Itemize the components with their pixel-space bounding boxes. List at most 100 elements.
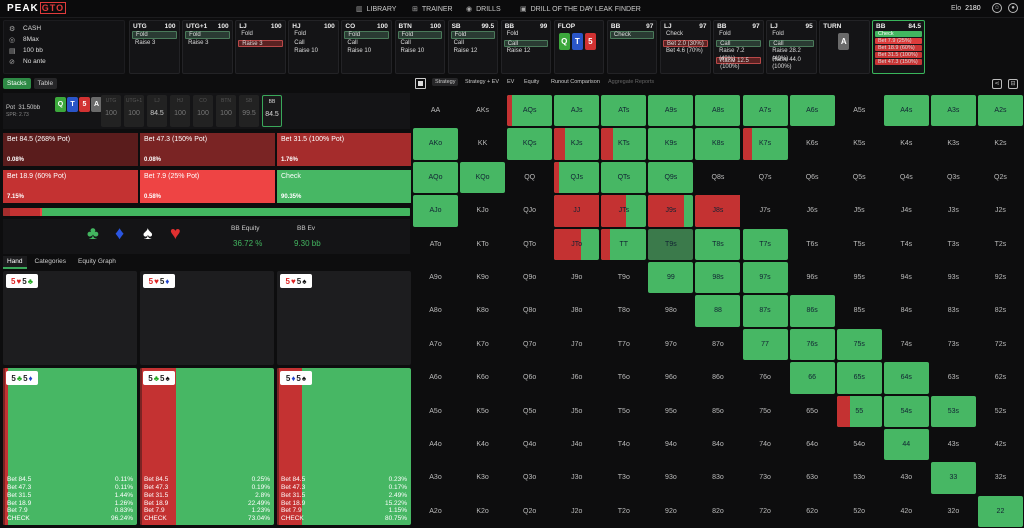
seat-action[interactable]: Check [609,31,655,39]
hand-cell-64o[interactable]: 64o [806,441,818,448]
seat-action[interactable]: Fold [397,31,442,39]
seat-btn[interactable]: BTN 100 Fold Call Raise 10 [394,20,445,74]
stack-utg[interactable]: UTG 100 [101,95,121,127]
stack-utg+1[interactable]: UTG+1 100 [124,95,144,127]
hand-cell-T3o[interactable]: T3o [617,474,630,482]
hand-cell-AJs[interactable]: AJs [553,94,600,127]
hand-cell-T3s[interactable]: T3s [947,240,960,248]
seat-lj[interactable]: LJ 100 Fold Raise 3 [235,20,286,74]
spade-filter-icon[interactable]: ♠ [143,223,153,243]
hand-cell-KQo[interactable]: KQo [459,161,506,194]
hand-cell-77[interactable]: 77 [742,328,789,361]
hand-cell-72s[interactable]: 72s [994,340,1007,348]
hand-cell-T2s[interactable]: T2s [994,240,1007,248]
hand-cell-T6s[interactable]: T6s [806,240,818,248]
hand-cell-T6o[interactable]: T6o [617,374,630,382]
nav-item-trainer[interactable]: ⊞ TRAINER [412,5,453,14]
hand-combo-cell[interactable]: 5 ♦ 5 ♠ Bet 84.5 0.23% Bet 47.3 0.17% Bet 31.5 2.… [277,368,411,525]
action-bet-7.9[interactable]: Bet 7.9 (25% Pot) 0.58% [140,170,275,203]
hand-cell-87s[interactable]: 87s [742,294,789,327]
hand-cell-Q9o[interactable]: Q9o [523,274,537,281]
hand-cell-75s[interactable]: 75s [836,328,883,361]
hand-cell-J6o[interactable]: J6o [571,374,583,382]
hand-cell-A5o[interactable]: A5o [429,407,442,415]
hand-cell-94o[interactable]: 94o [665,441,677,448]
hand-cell-AKs[interactable]: AKs [476,107,489,114]
seat-action[interactable]: Bet 7.9 (25%) [875,37,922,44]
hand-cell-J8s[interactable]: J8s [694,194,741,227]
hand-cell-63s[interactable]: 63s [947,374,960,382]
seat-action[interactable]: Fold [506,31,519,37]
hand-cell-Q7o[interactable]: Q7o [523,340,537,348]
hand-cell-83s[interactable]: 83s [947,307,960,315]
hand-cell-Q5s[interactable]: Q5s [852,173,866,181]
hand-cell-33[interactable]: 33 [930,461,977,494]
seat-sb[interactable]: SB 99.5 Fold Call Raise 12 [447,20,499,74]
seat-utg[interactable]: UTG 100 Fold Raise 3 [129,20,180,74]
hand-cell-55[interactable]: 55 [836,395,883,428]
hand-cell-K6s[interactable]: K6s [806,140,819,148]
hand-cell-92s[interactable]: 92s [994,274,1007,281]
hand-cell-82o[interactable]: 82o [712,507,724,515]
action-bet-18.9[interactable]: Bet 18.9 (60% Pot) 7.15% [3,170,138,203]
seat-action[interactable]: Check [666,31,684,37]
hand-cell-JTo[interactable]: JTo [553,228,600,261]
hand-cell-AQo[interactable]: AQo [412,161,459,194]
hand-cell-62s[interactable]: 62s [994,374,1007,382]
seat-turn[interactable]: TURN A [819,20,870,74]
hand-cell-KJs[interactable]: KJs [553,127,600,160]
heart-filter-icon[interactable]: ♥ [170,223,181,243]
hand-cell-A9o[interactable]: A9o [429,274,442,281]
seat-action[interactable]: Raise 44.0 (100%) [772,56,801,71]
seat-action[interactable]: Fold [719,31,731,37]
seat-lj[interactable]: LJ 97 Check Bet 2.0 (30%) Bet 4.6 (70%) [660,20,711,74]
hand-cell-52o[interactable]: 52o [853,507,866,515]
tab-strategy[interactable]: Strategy [432,78,459,86]
hand-cell-Q8s[interactable]: Q8s [711,173,725,181]
action-bet-47.3[interactable]: Bet 47.3 (150% Pot) 0.08% [140,133,275,166]
hand-cell-J2s[interactable]: J2s [995,207,1006,215]
tab-equity-graph[interactable]: Equity Graph [77,258,116,265]
tab-runout-comparison[interactable]: Runout Comparison [551,79,600,85]
hand-cell-T5o[interactable]: T5o [617,407,630,415]
hand-cell-99[interactable]: 99 [647,261,694,294]
hand-cell-A7s[interactable]: A7s [742,94,789,127]
hand-combo-cell[interactable]: 5 ♣ 5 ♠ Bet 84.5 0.25% Bet 47.3 0.19% Bet 31.5 2.… [140,368,274,525]
hand-cell-J5o[interactable]: J5o [571,407,583,415]
tab-equity[interactable]: Equity [524,79,540,85]
hand-cell-KQs[interactable]: KQs [506,127,553,160]
hand-cell-A8o[interactable]: A8o [429,307,442,315]
seat-action[interactable]: Bet 31.5 (100%) [875,51,922,58]
hand-cell-Q8o[interactable]: Q8o [523,307,537,315]
tab-ev[interactable]: EV [507,79,515,85]
hand-cell-KTo[interactable]: KTo [476,240,489,248]
hand-cell-84o[interactable]: 84o [712,441,724,448]
tab-aggregate-reports[interactable]: Aggregate Reports [608,79,655,85]
hand-cell-97o[interactable]: 97o [665,340,677,348]
seat-lj[interactable]: LJ 95 Fold Call Raise 28.2 (49%) Raise 44.0 (… [766,20,817,74]
hand-cell-K3s[interactable]: K3s [947,140,960,148]
hand-cell-KK[interactable]: KK [477,140,488,148]
hand-cell-44[interactable]: 44 [883,428,930,461]
seat-action[interactable]: Raise 12 [453,48,478,54]
hand-cell-J3o[interactable]: J3o [571,474,583,482]
stack-co[interactable]: CO 100 [193,95,213,127]
hand-cell-74s[interactable]: 74s [900,340,912,348]
hand-cell-66[interactable]: 66 [789,361,836,394]
hand-cell-73s[interactable]: 73s [947,340,960,348]
hand-cell-Q5o[interactable]: Q5o [523,407,537,415]
hand-cell-QJs[interactable]: QJs [553,161,600,194]
hand-cell-Q6o[interactable]: Q6o [523,374,537,382]
club-filter-icon[interactable]: ♣ [87,223,99,243]
seat-action[interactable]: Raise 3 [188,39,209,46]
nav-item-drills[interactable]: ◉ DRILLS [466,5,501,14]
hand-cell-AQs[interactable]: AQs [506,94,553,127]
hand-cell-Q6s[interactable]: Q6s [805,173,819,181]
hand-cell-Q2s[interactable]: Q2s [994,173,1007,181]
tab-stacks[interactable]: Stacks [3,78,31,89]
hand-cell-A8s[interactable]: A8s [694,94,741,127]
hand-cell-K3o[interactable]: K3o [476,474,489,482]
hand-cell-TT[interactable]: TT [600,228,647,261]
hand-cell-K9s[interactable]: K9s [647,127,694,160]
